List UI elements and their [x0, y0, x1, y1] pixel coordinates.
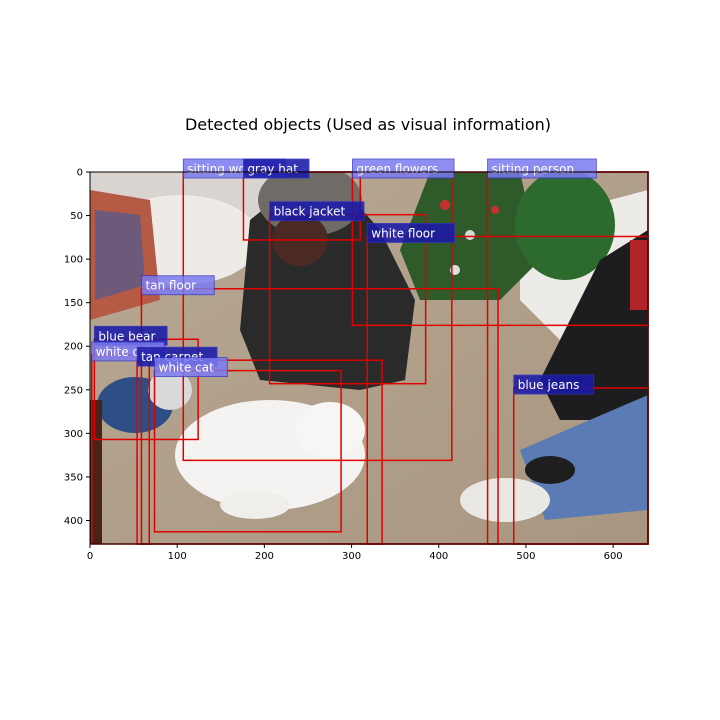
bbox-label-6: tan floor: [141, 275, 215, 296]
bbox-label-bg: [141, 275, 215, 296]
bbox-label-text: sitting person: [492, 162, 575, 176]
plot-frame: [89, 171, 649, 545]
bbox-label-7: blue bear: [93, 325, 168, 346]
bbox-label-text: gray hat: [247, 162, 298, 176]
x-tick-label: 400: [429, 551, 448, 562]
x-tick-label: 500: [516, 551, 535, 562]
bbox-label-bg: [269, 201, 365, 222]
y-tick-label: 400: [64, 516, 83, 527]
bbox-label-text: blue jeans: [518, 378, 580, 392]
x-tick-label: 0: [87, 551, 93, 562]
y-tick-label: 0: [77, 168, 83, 179]
y-tick-label: 250: [64, 385, 83, 396]
bbox-label-text: white cat: [159, 361, 215, 375]
bbox-label-10: white cat: [154, 357, 228, 378]
bbox-label-2: green flowers: [352, 158, 455, 179]
x-axis: 0 100 200 300 400 500 600: [87, 544, 623, 562]
chart-title: Detected objects (Used as visual informa…: [185, 115, 551, 134]
bbox-label-3: sitting person: [487, 158, 597, 179]
bbox-label-text: black jacket: [274, 205, 346, 219]
y-axis: 0 50 100 150 200 250 300 350 400: [64, 168, 90, 527]
x-tick-label: 200: [255, 551, 274, 562]
y-tick-label: 150: [64, 298, 83, 309]
bbox-label-5: white floor: [366, 223, 455, 243]
bbox-label-1: gray hat: [243, 158, 310, 179]
y-tick-label: 300: [64, 429, 83, 440]
bbox-label-bg: [243, 158, 310, 179]
x-tick-label: 600: [604, 551, 623, 562]
x-tick-label: 100: [168, 551, 187, 562]
bbox-label-4: black jacket: [269, 201, 365, 222]
y-tick-label: 100: [64, 255, 83, 266]
bbox-label-text: white floor: [371, 226, 435, 240]
y-tick-label: 350: [64, 472, 83, 483]
y-tick-label: 200: [64, 342, 83, 353]
y-tick-label: 50: [70, 211, 83, 222]
bbox-label-bg: [366, 223, 455, 243]
bbox-label-11: blue jeans: [513, 374, 595, 395]
bbox-label-text: tan floor: [145, 279, 196, 293]
bbox-label-bg: [154, 357, 228, 378]
bbox-label-bg: [352, 158, 455, 179]
bbox-label-text: green flowers: [356, 162, 438, 176]
bbox-label-bg: [487, 158, 597, 179]
bbox-label-text: blue bear: [98, 329, 155, 343]
bbox-label-bg: [513, 374, 595, 395]
x-tick-label: 300: [342, 551, 361, 562]
bbox-10: [153, 369, 342, 533]
